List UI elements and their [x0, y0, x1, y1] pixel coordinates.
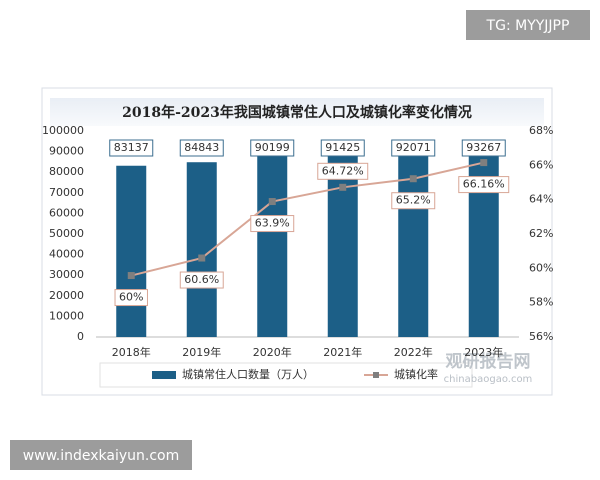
- data-label-box: [391, 139, 436, 157]
- legend-marker: [373, 372, 379, 378]
- data-label-box: [179, 271, 224, 289]
- y-tick-label: 60000: [49, 206, 84, 219]
- y2-tick-label: 66%: [529, 158, 553, 171]
- y-tick-label: 10000: [49, 309, 84, 322]
- data-label-box: [179, 139, 224, 157]
- top-badge-text: TG: MYYJJPP: [486, 18, 570, 34]
- legend-label: 城镇化率: [394, 367, 438, 381]
- title-band: [50, 98, 544, 126]
- bar-value-label: 92071: [396, 141, 431, 154]
- y2-tick-label: 68%: [529, 124, 553, 137]
- bottom-badge: [10, 440, 192, 470]
- legend-swatch: [152, 371, 176, 379]
- rate-value-label: 64.72%: [322, 164, 364, 177]
- bottom-badge-text: www.indexkaiyun.com: [23, 448, 180, 464]
- data-label-box: [114, 289, 148, 307]
- bar: [257, 151, 288, 337]
- bar-value-label: 84843: [184, 141, 219, 154]
- rate-value-label: 60%: [119, 291, 143, 304]
- bar-value-label: 91425: [325, 141, 360, 154]
- bar: [116, 165, 147, 337]
- legend-label: 城镇常住人口数量（万人）: [182, 367, 314, 381]
- rate-value-label: 66.16%: [463, 178, 505, 191]
- chart-title: 2018年-2023年我国城镇常住人口及城镇化率变化情况: [122, 104, 472, 121]
- data-label-box: [250, 139, 295, 157]
- y-tick-label: 20000: [49, 289, 84, 302]
- data-label-box: [320, 139, 365, 157]
- y2-tick-label: 60%: [529, 261, 553, 274]
- rate-marker: [127, 272, 135, 280]
- y-tick-label: 40000: [49, 248, 84, 261]
- watermark-url: chinabaogao.com: [444, 374, 533, 385]
- x-tick-label: 2021年: [323, 345, 362, 359]
- rate-marker: [339, 183, 347, 191]
- data-label-box: [461, 139, 506, 157]
- y-tick-label: 0: [77, 330, 84, 343]
- rate-value-label: 63.9%: [255, 217, 290, 230]
- rate-value-label: 65.2%: [396, 194, 431, 207]
- y-tick-label: 100000: [42, 124, 84, 137]
- x-tick-label: 2020年: [253, 345, 292, 359]
- y2-tick-label: 64%: [529, 193, 553, 206]
- data-label-box: [250, 215, 295, 233]
- x-tick-label: 2018年: [112, 345, 151, 359]
- bar: [468, 144, 499, 337]
- rate-value-label: 60.6%: [184, 273, 219, 286]
- x-tick-label: 2022年: [394, 345, 433, 359]
- top-badge: [466, 10, 590, 40]
- data-label-box: [317, 162, 369, 180]
- rate-marker: [268, 198, 276, 206]
- data-label-box: [458, 176, 510, 194]
- y-tick-label: 30000: [49, 268, 84, 281]
- watermark-title: 观研报告网: [445, 351, 531, 372]
- y2-tick-label: 62%: [529, 227, 553, 240]
- bar-value-label: 83137: [114, 141, 149, 154]
- rate-marker: [480, 159, 488, 167]
- bar-value-label: 90199: [255, 141, 290, 154]
- y-tick-label: 50000: [49, 227, 84, 240]
- y-tick-label: 70000: [49, 186, 84, 199]
- x-tick-label: 2019年: [182, 345, 221, 359]
- rate-line: [131, 161, 484, 277]
- data-label-box: [391, 192, 436, 210]
- x-tick-label: 2023年: [464, 345, 503, 359]
- y-tick-label: 90000: [49, 145, 84, 158]
- y2-tick-label: 56%: [529, 330, 553, 343]
- y-tick-label: 80000: [49, 165, 84, 178]
- bar: [327, 148, 358, 337]
- bar-value-label: 93267: [466, 141, 501, 154]
- y2-tick-label: 58%: [529, 296, 553, 309]
- legend-box: [99, 362, 473, 388]
- rate-marker: [409, 175, 417, 183]
- rate-marker: [198, 254, 206, 262]
- data-label-box: [109, 139, 154, 157]
